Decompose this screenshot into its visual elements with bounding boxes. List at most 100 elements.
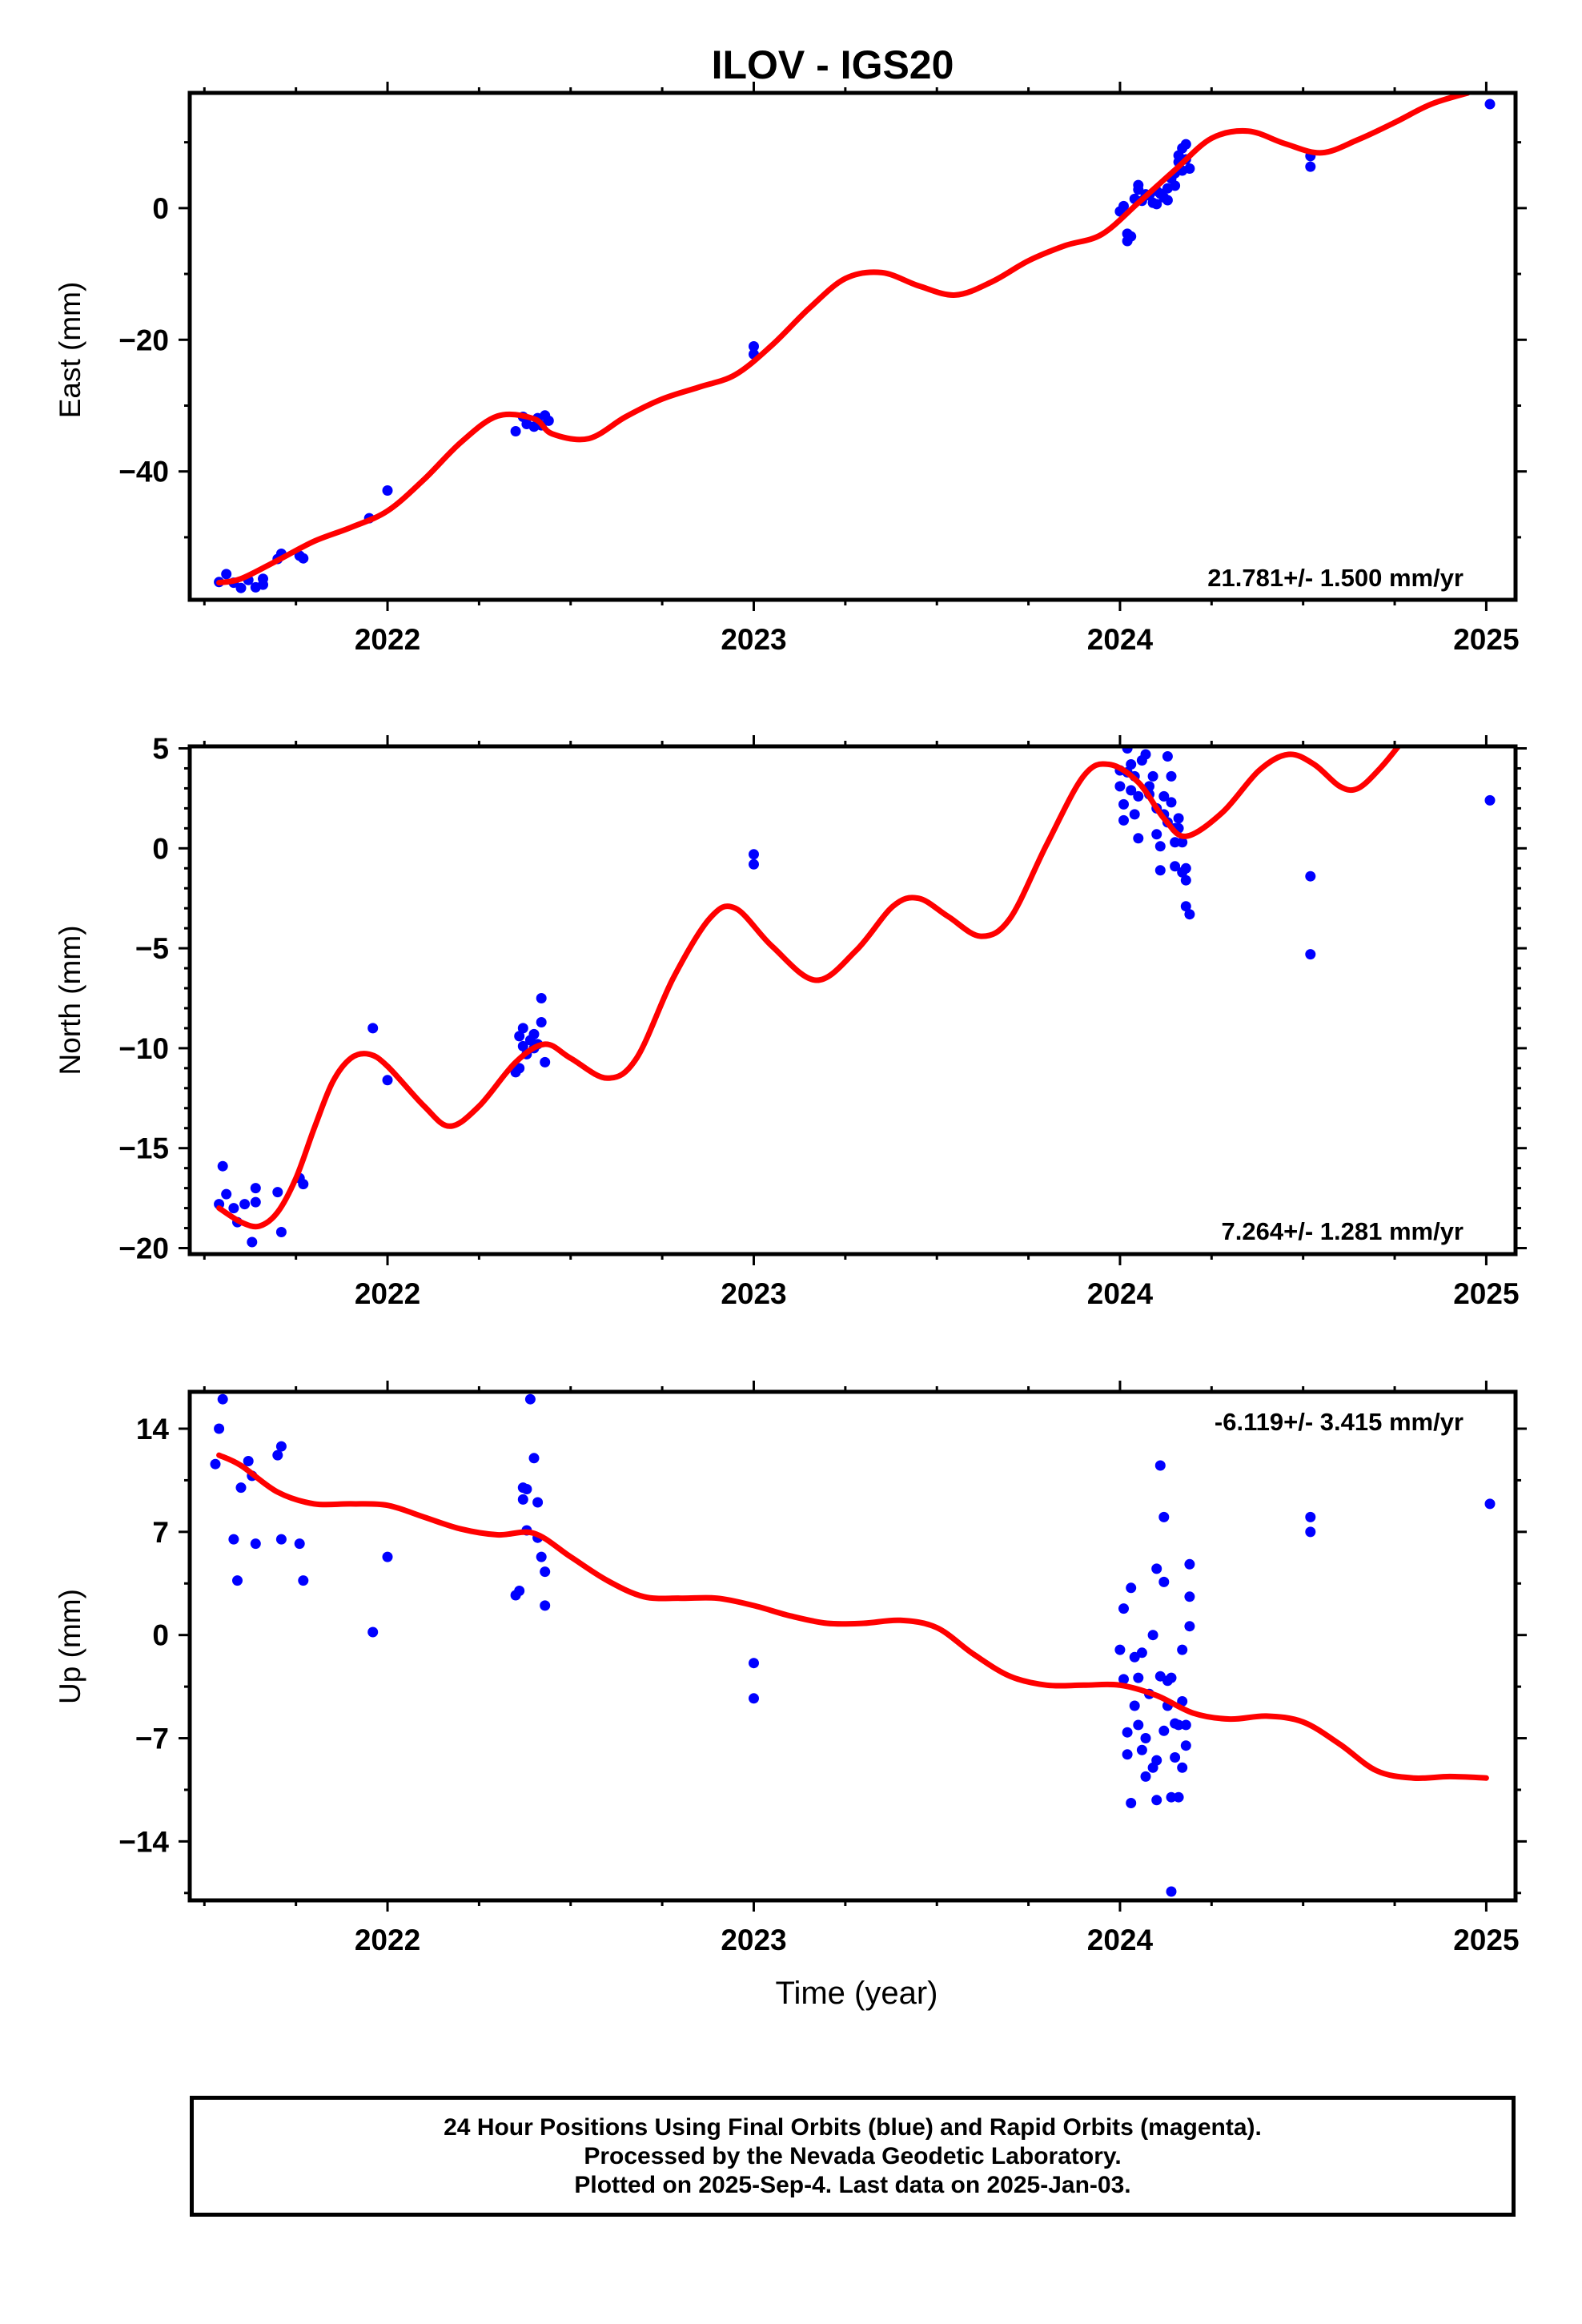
up-data-point [1184, 1591, 1195, 1602]
east-fit-line [216, 93, 1471, 586]
up-data-point [1166, 1672, 1177, 1683]
east-y-ticks: 0 −20 −40 [118, 141, 1527, 539]
east-panel: East (mm) 2022 2023 2024 2025 0 −20 −40 21.781+… [54, 82, 1527, 656]
north-data-point [1126, 759, 1137, 770]
north-data-point [1162, 751, 1173, 762]
up-data-point [524, 1393, 536, 1405]
east-data-point [510, 426, 521, 436]
north-data-point [1305, 949, 1316, 960]
north-data-point [1133, 833, 1144, 844]
up-data-point [235, 1482, 247, 1494]
up-data-point [1118, 1674, 1129, 1685]
up-data-point [1118, 1603, 1129, 1614]
up-data-point [1177, 1762, 1188, 1773]
north-data-point [528, 1028, 540, 1039]
east-xtick-label: 2024 [1087, 623, 1154, 656]
north-data-point [536, 1017, 547, 1027]
up-data-point [1140, 1771, 1151, 1782]
east-data-point [1118, 200, 1129, 211]
north-panel: North (mm) 2022 2023 2024 2025 5 0 −5 −10 −15 −20… [54, 732, 1527, 1310]
east-rate-label: 21.781+/- 1.500 mm/yr [1207, 564, 1464, 592]
up-data-point [1180, 1719, 1191, 1731]
north-data-point [1140, 749, 1151, 760]
caption-line-3: Plotted on 2025-Sep-4. Last data on 2025… [574, 2171, 1131, 2198]
north-data-point [298, 1179, 309, 1190]
up-data-point [272, 1449, 283, 1461]
up-data-point [521, 1484, 532, 1494]
up-data-point [1114, 1644, 1126, 1655]
east-data-point [1180, 139, 1191, 150]
up-data-point [382, 1551, 393, 1562]
up-data-point [214, 1423, 225, 1434]
east-data-point [543, 415, 554, 426]
north-data-point [1118, 814, 1129, 826]
north-ytick-label: −15 [118, 1132, 169, 1165]
caption-line-1: 24 Hour Positions Using Final Orbits (bl… [444, 2113, 1262, 2141]
caption-line-2: Processed by the Nevada Geodetic Laborat… [584, 2142, 1122, 2169]
east-data-point [1184, 163, 1195, 174]
north-data-point [1158, 790, 1170, 802]
up-data-point [1170, 1752, 1181, 1763]
up-xtick-label: 2023 [721, 1924, 786, 1956]
north-ytick-label: 0 [152, 832, 169, 865]
east-data-point [749, 341, 759, 352]
east-data-point [1170, 180, 1181, 191]
up-data-point [1154, 1460, 1166, 1471]
up-xtick-label: 2022 [355, 1924, 420, 1956]
up-data-point [210, 1458, 221, 1470]
north-frame [187, 744, 1518, 1256]
up-xtick-label: 2025 [1453, 1924, 1519, 1956]
north-data-point [367, 1023, 379, 1034]
east-ytick-label: 0 [152, 192, 169, 225]
up-data-point [294, 1538, 305, 1550]
up-data-point [1151, 1563, 1162, 1574]
up-data-point [367, 1626, 379, 1638]
north-data-point [1305, 870, 1316, 882]
north-ylabel: North (mm) [54, 925, 86, 1075]
east-data-point [298, 553, 309, 564]
up-data-point [540, 1566, 551, 1578]
up-ytick-label: 14 [136, 1413, 170, 1445]
north-data-point [1173, 813, 1184, 824]
up-data-point [232, 1575, 243, 1586]
up-data-point [298, 1575, 309, 1586]
north-data-point [221, 1188, 232, 1200]
up-panel: Up (mm) 2022 2023 2024 2025 14 7 0 −7 −14 -6.119+… [54, 1381, 1527, 1956]
up-ylabel: Up (mm) [54, 1589, 86, 1704]
caption-box: 24 Hour Positions Using Final Orbits (bl… [190, 2096, 1516, 2217]
east-data-point [235, 582, 247, 593]
north-rate-label: 7.264+/- 1.281 mm/yr [1222, 1217, 1464, 1245]
north-ytick-label: 5 [152, 732, 169, 765]
up-frame [187, 1389, 1518, 1903]
up-data-point [1133, 1719, 1144, 1731]
north-data-point [517, 1023, 528, 1034]
up-data-point [1129, 1700, 1140, 1711]
north-data-point [250, 1183, 261, 1194]
north-ytick-label: −10 [118, 1032, 169, 1065]
up-xtick-label: 2024 [1087, 1924, 1154, 1956]
up-data-point [1122, 1727, 1133, 1738]
up-data-point [1126, 1582, 1137, 1594]
up-data-point [250, 1538, 261, 1550]
north-data-point [1154, 865, 1166, 876]
north-data-point [749, 858, 759, 870]
up-fit-line [216, 1452, 1489, 1781]
up-data-point [1158, 1725, 1170, 1736]
east-xtick-label: 2023 [721, 623, 786, 656]
north-data-point [1126, 785, 1137, 796]
east-data-point [1305, 161, 1316, 172]
north-data-point [1180, 862, 1191, 874]
east-data-point [1133, 179, 1144, 191]
north-data-point [1147, 770, 1158, 782]
north-data-point [1114, 781, 1126, 792]
up-data-point [532, 1497, 544, 1508]
up-data-point [1140, 1733, 1151, 1743]
north-data-point [239, 1199, 251, 1210]
up-data-point [1151, 1795, 1162, 1806]
north-fit-line [216, 746, 1402, 1230]
east-ytick-label: −40 [118, 456, 169, 489]
up-data-point [1184, 1558, 1195, 1570]
up-points [210, 1393, 1496, 1897]
north-data-point [1154, 841, 1166, 852]
